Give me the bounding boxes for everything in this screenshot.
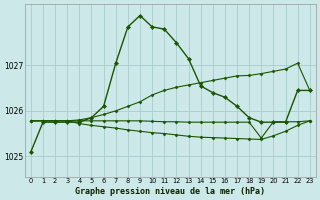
- X-axis label: Graphe pression niveau de la mer (hPa): Graphe pression niveau de la mer (hPa): [75, 187, 265, 196]
